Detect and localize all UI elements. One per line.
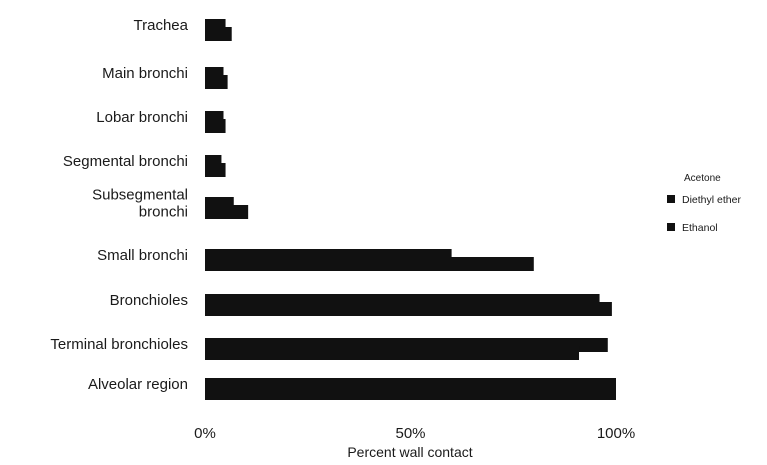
bar-ethanol-trachea: [205, 27, 232, 41]
legend: Acetone Diethyl ether Ethanol: [667, 173, 741, 234]
x-tick-label-0: 0%: [194, 425, 216, 442]
bar-ethanol-bronchioles: [205, 302, 612, 316]
x-tick-label-100: 100%: [597, 425, 635, 442]
category-label-main-bronchi: Main bronchi: [102, 65, 188, 82]
category-label-subsegmental-bronchi-line2: bronchi: [139, 204, 188, 221]
category-label-small-bronchi: Small bronchi: [97, 247, 188, 264]
legend-swatch-diethyl-ether: [667, 195, 675, 203]
category-label-alveolar-region: Alveolar region: [88, 376, 188, 393]
bar-ethanol-alveolar-region: [205, 386, 616, 400]
legend-title: Acetone: [684, 173, 721, 184]
category-label-subsegmental-bronchi-line1: Subsegmental: [92, 187, 188, 204]
category-label-segmental-bronchi: Segmental bronchi: [63, 153, 188, 170]
legend-swatch-ethanol: [667, 223, 675, 231]
category-labels: Trachea Main bronchi Lobar bronchi Segmenta…: [50, 17, 188, 393]
category-label-bronchioles: Bronchioles: [110, 292, 188, 309]
bars-layer: [205, 19, 616, 400]
category-label-trachea: Trachea: [134, 17, 189, 34]
bar-ethanol-segmental-bronchi: [205, 163, 226, 177]
bar-ethanol-subsegmental-bronchi: [205, 205, 249, 219]
bar-ethanol-lobar-bronchi: [205, 119, 226, 133]
category-label-terminal-bronchioles: Terminal bronchioles: [50, 336, 188, 353]
x-tick-label-50: 50%: [395, 425, 425, 442]
category-label-lobar-bronchi: Lobar bronchi: [96, 109, 188, 126]
x-tick-labels: 0% 50% 100%: [194, 425, 635, 442]
legend-label-diethyl-ether: Diethyl ether: [682, 194, 741, 206]
x-axis-title: Percent wall contact: [347, 444, 472, 460]
bar-ethanol-main-bronchi: [205, 75, 228, 89]
legend-label-ethanol: Ethanol: [682, 222, 718, 234]
bar-ethanol-small-bronchi: [205, 257, 534, 271]
bar-ethanol-terminal-bronchioles: [205, 346, 580, 360]
